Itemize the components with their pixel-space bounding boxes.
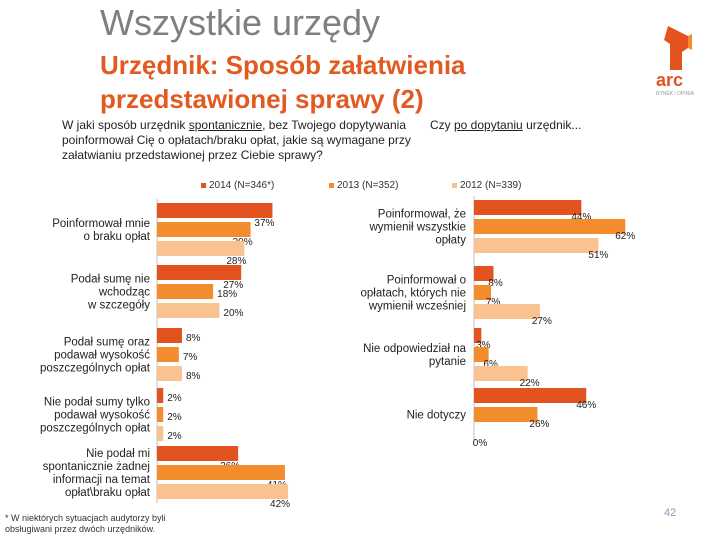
chart-right-value-label-2013: 6% — [483, 359, 498, 370]
chart-left-bar-2013 — [157, 284, 214, 299]
chart-left-value-label-2013: 2% — [167, 412, 182, 423]
chart-right-value-label-2014: 46% — [576, 400, 596, 411]
chart-right-bar-2012 — [474, 238, 599, 253]
chart-left-bar-2013 — [157, 407, 164, 422]
chart-right-bar-2013 — [474, 347, 489, 362]
question-left-post: , bez Twojego dopytywania poinformował C… — [62, 118, 411, 162]
chart-right-value-label-2013: 26% — [529, 419, 549, 430]
chart-right-category-label: Nie dotyczy — [407, 410, 467, 422]
chart-left-value-label-2012: 42% — [270, 499, 290, 510]
chart-right-bar-2014 — [474, 388, 587, 403]
chart-left-bar-2014 — [157, 446, 239, 461]
chart-left-value-label-2014: 8% — [186, 333, 201, 344]
chart-right-bar-2013 — [474, 219, 626, 234]
chart-left-value-label-2012: 28% — [226, 256, 246, 267]
legend-label-2013: 2013 (N=352) — [337, 180, 399, 191]
chart-left-bar-2013 — [157, 347, 179, 362]
chart-left-value-label-2013: 7% — [183, 352, 198, 363]
legend-label-2014: 2014 (N=346*) — [209, 180, 275, 191]
legend-item-2012: 2012 (N=339) — [452, 180, 521, 191]
question-right: Czy po dopytaniu urzędnik... — [430, 118, 581, 132]
question-left-underlined: spontanicznie — [188, 118, 263, 132]
chart-right-bar-2013 — [474, 407, 538, 422]
chart-left-category-label: Nie podał mi spontanicznie żadnej informac… — [43, 448, 151, 499]
chart-right-value-label-2012: 27% — [532, 316, 552, 327]
question-left-pre: W jaki sposób urzędnik — [62, 118, 189, 132]
legend-item-2014: 2014 (N=346*) — [201, 180, 274, 191]
chart-left-bar-2012 — [157, 426, 164, 441]
question-left: W jaki sposób urzędnik spontanicznie, be… — [62, 118, 422, 163]
chart-left-value-label-2014: 37% — [254, 218, 274, 229]
page-title: Wszystkie urzędy — [100, 2, 381, 43]
chart-right-bar-2013 — [474, 285, 492, 300]
chart-right-bar-2014 — [474, 200, 582, 215]
chart-left-category-label: Poinformował mnie o braku opłat — [52, 218, 151, 243]
chart-right-value-label-2014: 44% — [571, 212, 591, 223]
chart-right-bar-2014 — [474, 266, 494, 281]
chart-left-value-label-2014: 2% — [167, 393, 182, 404]
logo-tagline: RYNEK i OPINIA — [656, 91, 695, 97]
chart-right-category-label: Nie odpowiedział na pytanie — [363, 343, 467, 368]
chart-left-bar-2012 — [157, 366, 182, 381]
question-right-pre: Czy — [430, 118, 454, 132]
footnote: * W niektórych sytuacjach audytorzy byli… — [5, 513, 166, 534]
chart-left-value-label-2012: 20% — [223, 308, 243, 319]
chart-left-bar-2014 — [157, 203, 273, 218]
chart-left-bar-2014 — [157, 388, 164, 403]
chart-left-value-label-2013: 18% — [217, 289, 237, 300]
chart-right-bar-2012 — [474, 366, 528, 381]
logo-text: arc — [656, 70, 683, 90]
chart-left-value-label-2014: 27% — [223, 280, 243, 291]
chart-left-value-label-2012: 8% — [186, 371, 201, 382]
chart-left-category-label: Nie podał sumy tylko podawał wysokość posz… — [40, 397, 151, 435]
question-right-underlined: po dopytaniu — [454, 118, 523, 132]
chart-left-category-label: Podał sumę oraz podawał wysokość poszczegó… — [40, 337, 151, 375]
logo-mark-icon — [664, 26, 692, 70]
chart-left-value-label-2012: 2% — [167, 431, 182, 442]
chart-left-bar-2014 — [157, 328, 182, 343]
chart-right-value-label-2013: 7% — [486, 297, 501, 308]
chart-right-category-label: Poinformował o opłatach, których nie wymie… — [361, 275, 466, 313]
chart-right-value-label-2014: 8% — [488, 278, 503, 289]
legend-swatch-2012 — [452, 183, 457, 188]
page-number: 42 — [664, 507, 677, 519]
chart-right-category-label: Poinformował, że wymienił wszystkie opłaty — [369, 209, 467, 247]
chart-right-value-label-2012: 22% — [520, 378, 540, 389]
page-subtitle: Urzędnik: Sposób załatwienia przedstawio… — [100, 50, 466, 114]
chart-right-value-label-2012: 51% — [588, 250, 608, 261]
chart-left-bar-2013 — [157, 465, 285, 480]
legend-swatch-2014 — [201, 183, 206, 188]
chart-left-bar-2013 — [157, 222, 251, 237]
chart-left-bar-2012 — [157, 241, 245, 256]
legend-swatch-2013 — [329, 183, 334, 188]
legend-item-2013: 2013 (N=352) — [329, 180, 398, 191]
legend-label-2012: 2012 (N=339) — [460, 180, 522, 191]
question-right-post: urzędnik... — [522, 118, 582, 132]
arc-logo: arc RYNEK i OPINIA — [656, 26, 695, 97]
chart-right-value-label-2014: 3% — [476, 340, 491, 351]
chart-right-value-label-2013: 62% — [615, 231, 635, 242]
chart-left-bar-2012 — [157, 303, 220, 318]
chart-right-value-label-2012: 0% — [473, 438, 488, 449]
chart-right-bar-2012 — [474, 304, 540, 319]
chart-right-bar-2014 — [474, 328, 482, 343]
chart-left-category-label: Podał sumę nie wchodząc w szczegóły — [71, 274, 151, 312]
chart-left-bar-2014 — [157, 265, 242, 280]
chart-left-bar-2012 — [157, 484, 289, 499]
